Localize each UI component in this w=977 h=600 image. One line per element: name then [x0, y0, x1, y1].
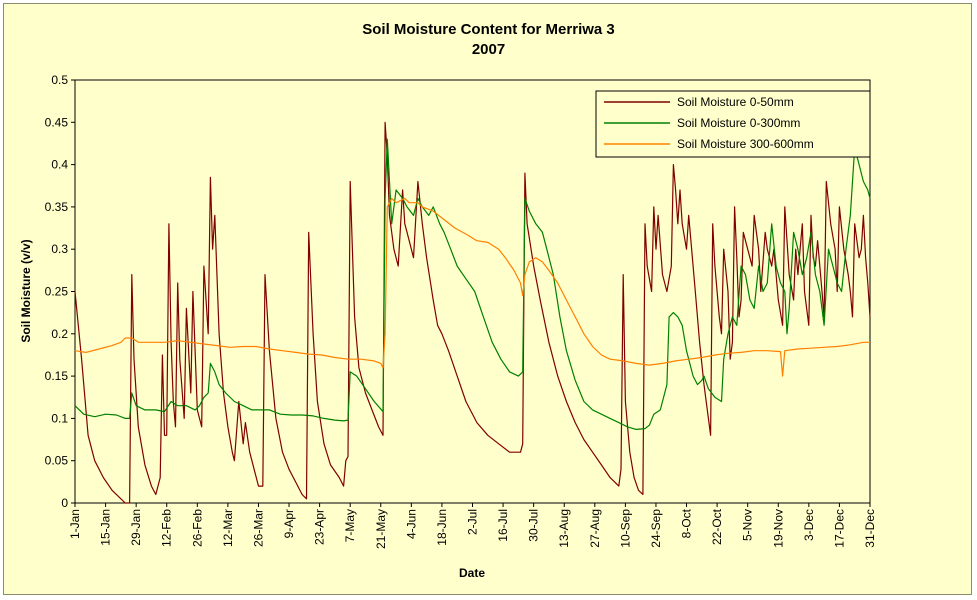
x-tick-label: 27-Aug	[588, 509, 602, 548]
x-tick-label: 18-Jun	[435, 509, 449, 546]
x-axis-title: Date	[459, 566, 485, 580]
x-tick-label: 3-Dec	[802, 509, 816, 541]
x-tick-label: 24-Sep	[649, 509, 663, 548]
x-tick-label: 9-Apr	[282, 509, 296, 538]
series-line-2	[74, 138, 871, 430]
y-tick-label: 0.35	[45, 200, 69, 214]
x-tick-label: 17-Dec	[832, 509, 846, 548]
x-tick-label: 5-Nov	[741, 509, 755, 541]
chart-subtitle: 2007	[471, 41, 506, 58]
y-axis-title: Soil Moisture (v/v)	[19, 239, 33, 342]
x-tick-label: 16-Jul	[496, 509, 510, 542]
x-tick-label: 21-May	[374, 509, 388, 549]
y-tick-label: 0.3	[51, 242, 68, 256]
y-tick-label: 0.5	[51, 73, 68, 87]
x-tick-label: 2-Jul	[466, 509, 480, 535]
y-tick-label: 0.1	[51, 411, 68, 425]
x-tick-label: 12-Mar	[221, 509, 235, 547]
series-line-3	[74, 197, 870, 377]
x-tick-label: 30-Jul	[527, 509, 541, 542]
chart-title-block: Soil Moisture Content for Merriwa 3 2007	[0, 20, 977, 60]
x-tick-label: 1-Jan	[68, 509, 82, 539]
x-tick-label: 13-Aug	[557, 509, 571, 548]
x-tick-label: 31-Dec	[863, 509, 877, 548]
x-tick-label: 15-Jan	[99, 509, 113, 546]
y-axis: 0 0.05 0.1 0.15 0.2 0.25 0.3 0.35 0.4 0.45 0.5	[45, 73, 75, 510]
x-tick-label: 19-Nov	[771, 509, 785, 548]
y-tick-label: 0.2	[51, 327, 68, 341]
series-layer	[74, 121, 871, 504]
y-tick-label: 0.15	[45, 369, 69, 383]
y-tick-label: 0.45	[45, 115, 69, 129]
x-tick-label: 12-Feb	[160, 509, 174, 547]
legend-label-3: Soil Moisture 300-600mm	[677, 137, 814, 151]
x-tick-label: 7-May	[343, 509, 357, 542]
x-tick-label: 26-Mar	[251, 509, 265, 547]
chart-title: Soil Moisture Content for Merriwa 3	[362, 21, 615, 38]
x-tick-label: 26-Feb	[190, 509, 204, 547]
x-tick-label: 29-Jan	[129, 509, 143, 546]
legend: Soil Moisture 0-50mm Soil Moisture 0-300m…	[595, 90, 871, 158]
x-tick-label: 10-Sep	[618, 509, 632, 548]
legend-label-1: Soil Moisture 0-50mm	[677, 95, 794, 109]
x-tick-label: 22-Oct	[710, 508, 724, 545]
y-tick-label: 0.05	[45, 454, 69, 468]
x-tick-label: 4-Jun	[404, 509, 418, 539]
x-axis: 1-Jan 15-Jan 29-Jan 12-Feb 26-Feb 12-Mar 26-Ma…	[68, 503, 877, 549]
x-tick-label: 8-Oct	[680, 508, 694, 538]
y-tick-label: 0.4	[51, 158, 68, 172]
y-tick-label: 0.25	[45, 285, 69, 299]
legend-label-2: Soil Moisture 0-300mm	[677, 116, 800, 130]
x-tick-label: 23-Apr	[313, 509, 327, 545]
y-tick-label: 0	[61, 496, 68, 510]
